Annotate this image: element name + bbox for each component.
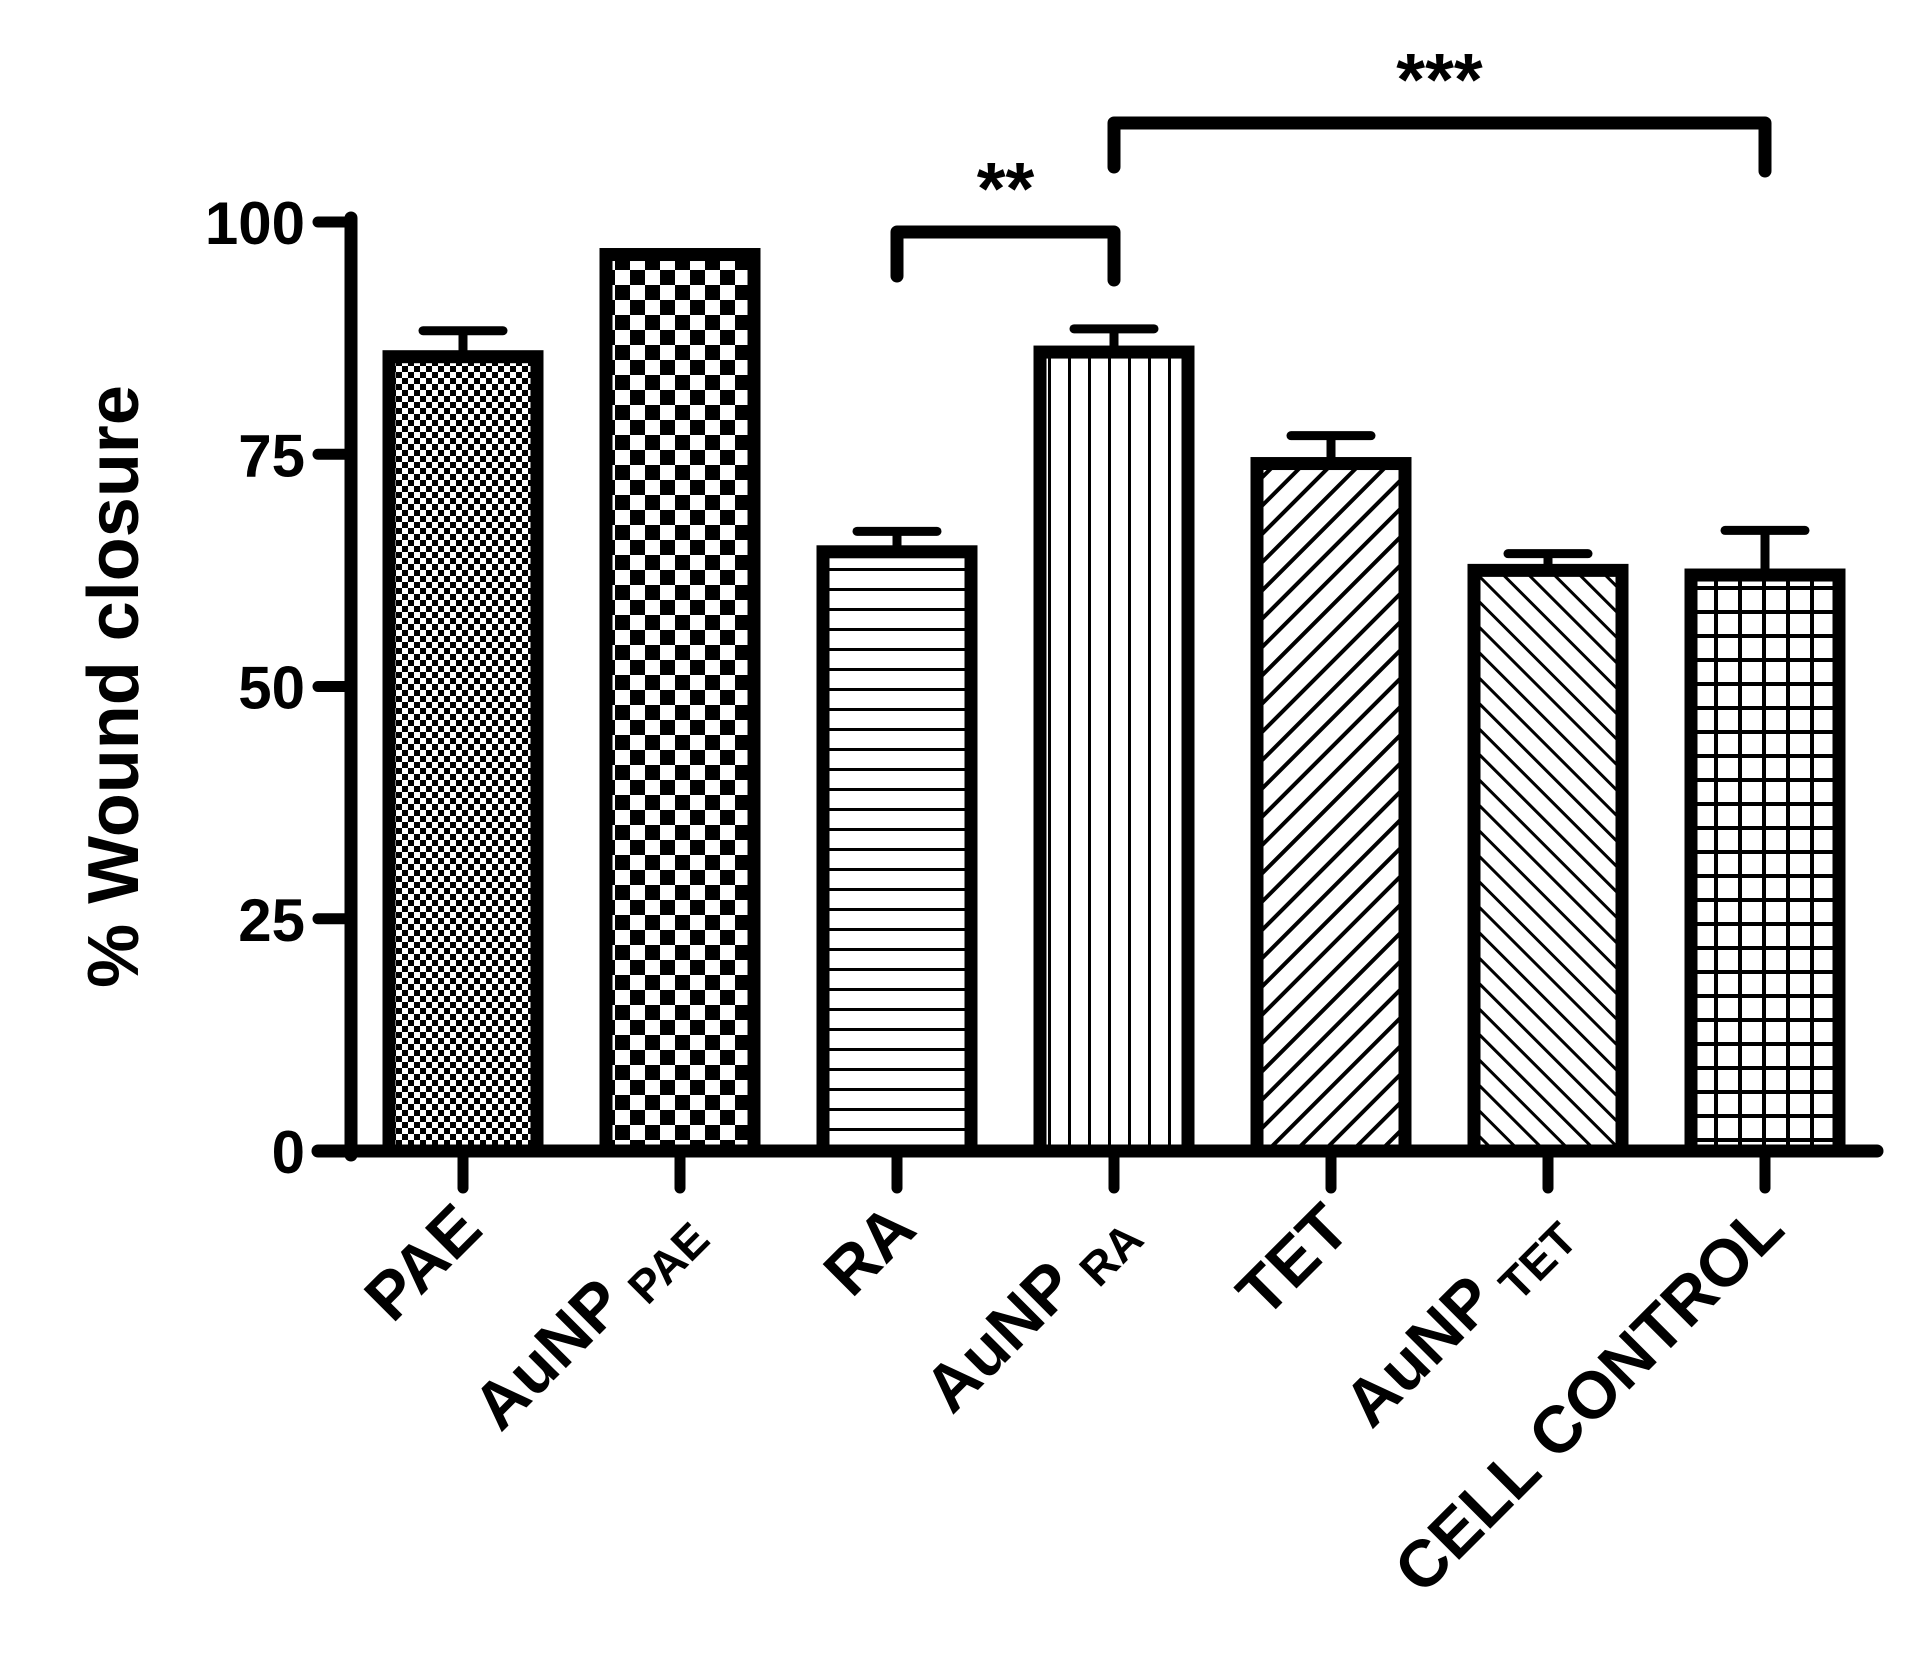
significance-label-0: ** <box>977 147 1035 230</box>
axes <box>311 211 1884 1194</box>
x-tick-label-0: PAE <box>350 1190 495 1335</box>
bar-3 <box>1033 345 1195 1158</box>
category-main: PAE <box>350 1190 495 1335</box>
y-tick-label-100: 100 <box>205 190 305 257</box>
bar-1 <box>599 248 761 1158</box>
significance-label-1: *** <box>1396 38 1483 121</box>
bar-2 <box>816 545 978 1158</box>
bar-6 <box>1684 568 1846 1158</box>
category-main: AuNP <box>910 1246 1089 1425</box>
y-tick-label-75: 75 <box>238 422 305 489</box>
category-subscript: RA <box>1069 1212 1153 1296</box>
bar-4 <box>1250 457 1412 1158</box>
x-tick-label-3: AuNPRA <box>910 1190 1153 1433</box>
y-axis-label: % Wound closure <box>74 385 154 988</box>
bars <box>382 248 1846 1158</box>
category-subscript: TET <box>1489 1212 1587 1310</box>
bar-0 <box>382 350 544 1158</box>
category-main: TET <box>1222 1190 1362 1330</box>
bar-5 <box>1467 563 1629 1158</box>
significance-bracket-1 <box>1107 116 1772 178</box>
x-tick-label-6: CELL CONTROL <box>1380 1190 1797 1607</box>
category-main: RA <box>809 1190 929 1310</box>
x-tick-label-1: AuNPPAE <box>458 1190 719 1451</box>
y-tick-label-50: 50 <box>238 655 305 722</box>
category-subscript: PAE <box>618 1212 719 1313</box>
significance-bracket-0 <box>890 225 1121 287</box>
category-main: CELL CONTROL <box>1380 1190 1797 1607</box>
y-tick-label-0: 0 <box>272 1119 305 1186</box>
x-tick-label-2: RA <box>809 1190 929 1310</box>
significance-brackets: ***** <box>890 38 1772 287</box>
y-tick-label-25: 25 <box>238 887 305 954</box>
category-main: AuNP <box>458 1264 637 1443</box>
category-main: AuNP <box>1329 1261 1508 1440</box>
x-tick-label-4: TET <box>1222 1190 1362 1330</box>
